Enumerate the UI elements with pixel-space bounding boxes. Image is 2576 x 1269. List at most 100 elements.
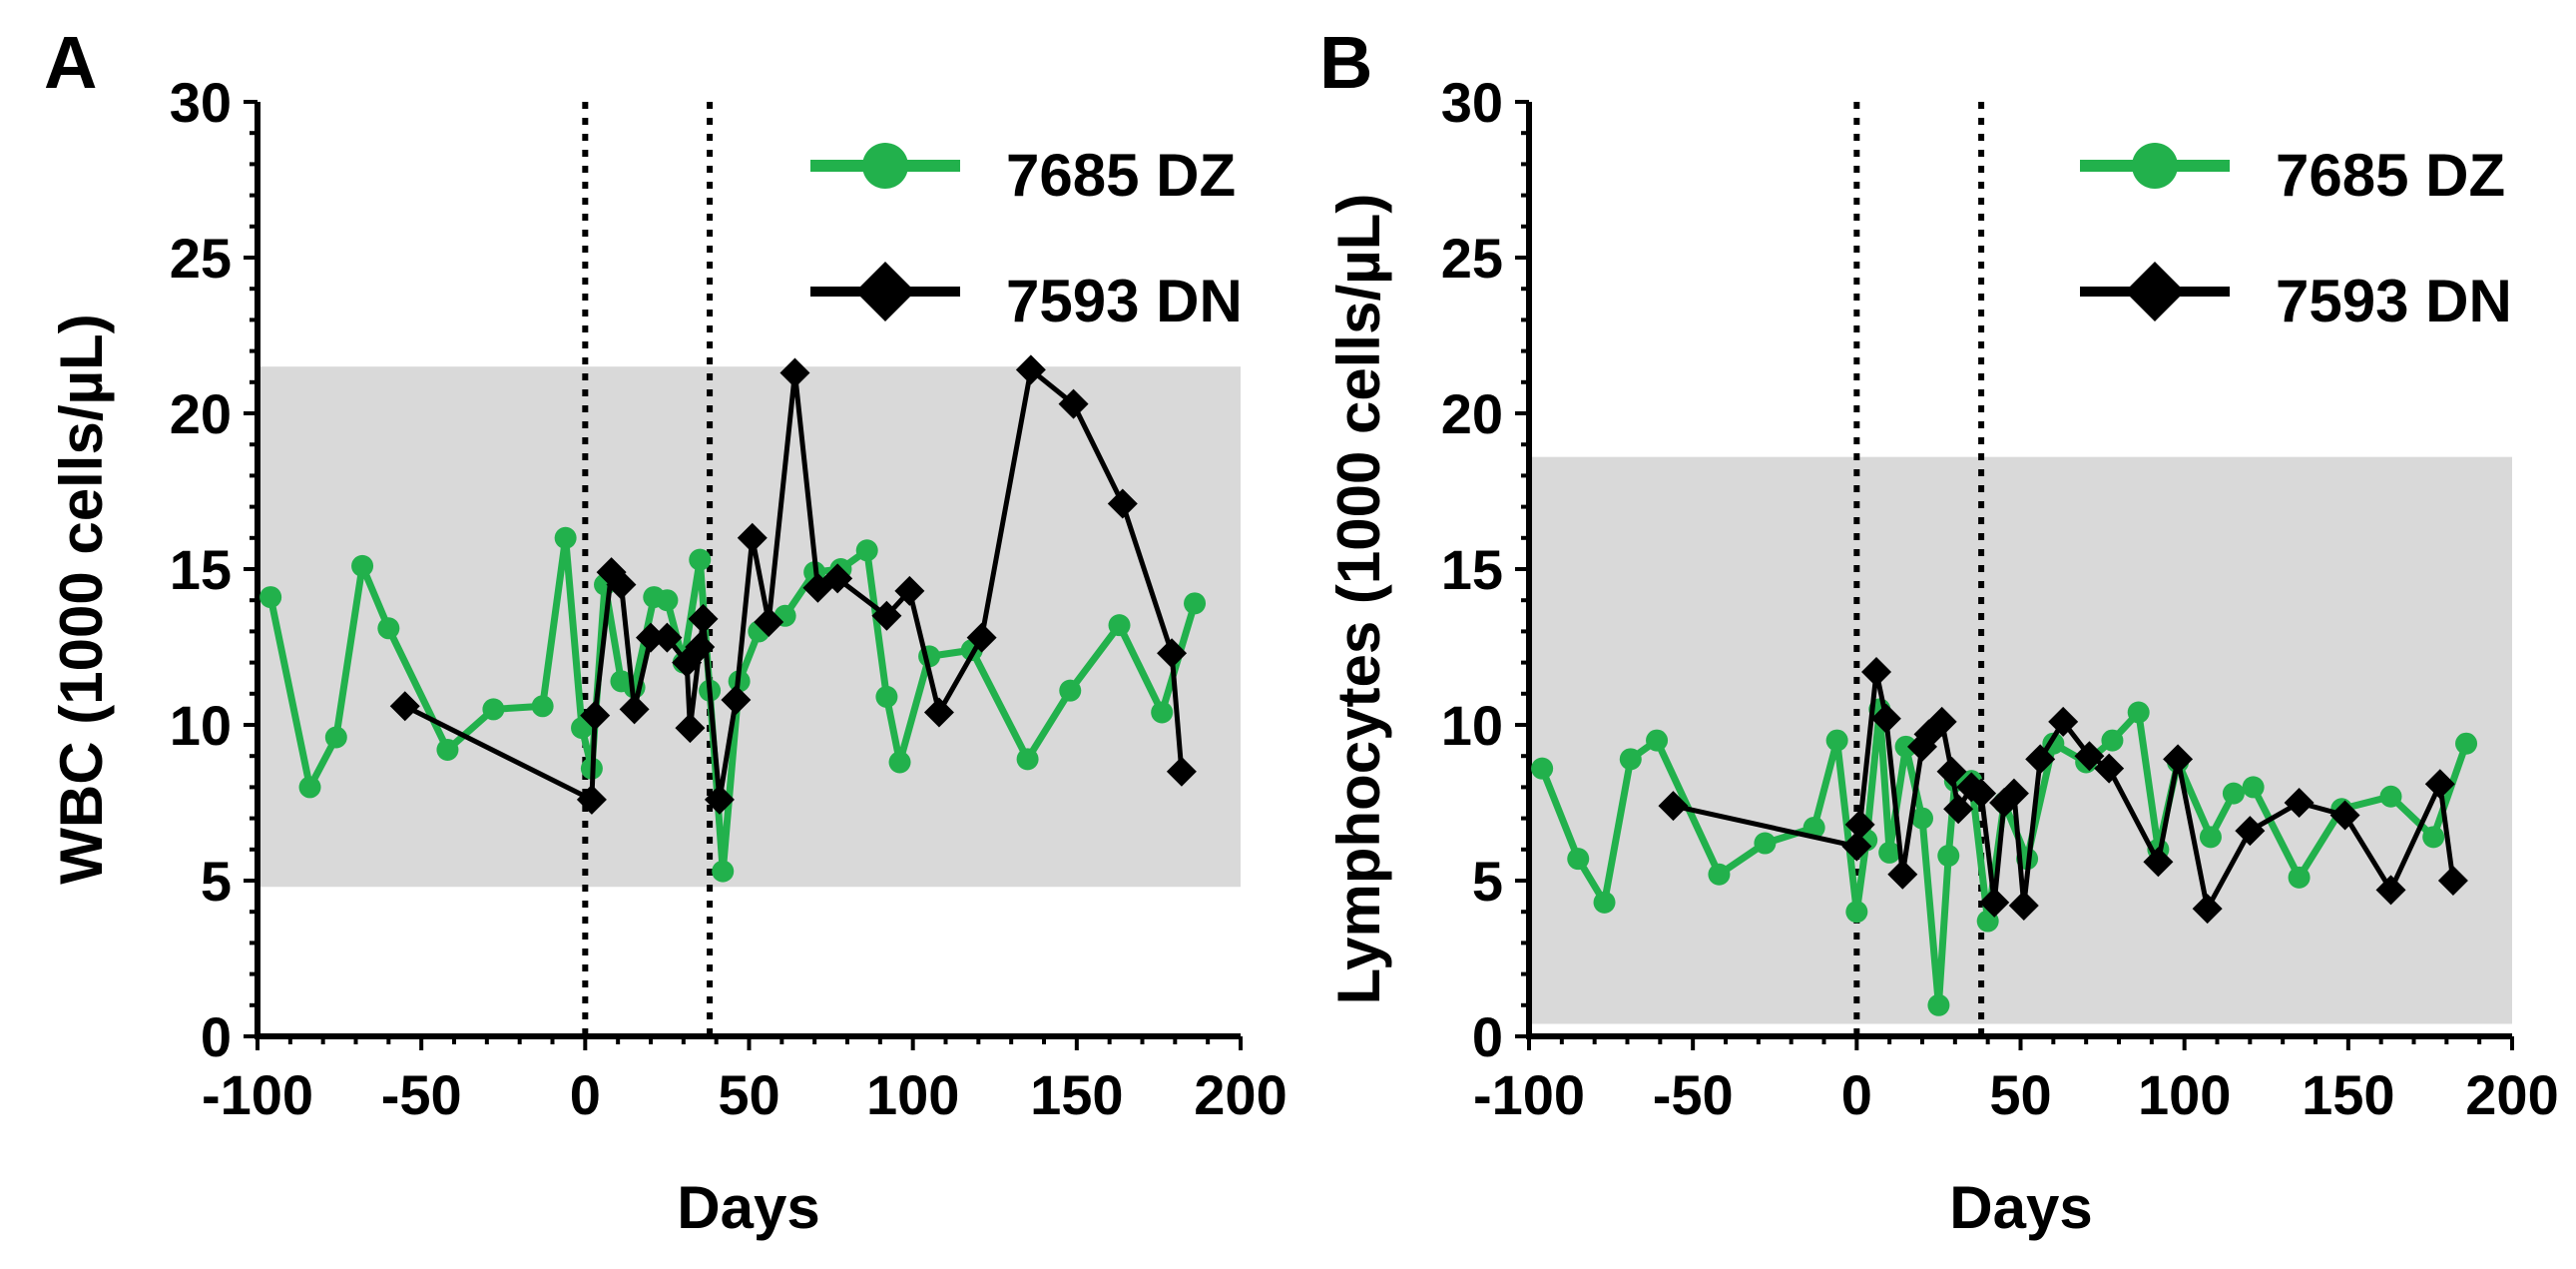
panel-a-y-tick-label: 5 (201, 850, 232, 913)
panel-b-point-dz (1927, 993, 1950, 1016)
panel-b-y-tick-label: 0 (1472, 1005, 1503, 1068)
panel-a-point-dn (1015, 354, 1046, 385)
panel-a-x-tick-label: 200 (1194, 1063, 1287, 1126)
panel-a-point-dn (894, 575, 925, 606)
panel-a-y-tick-label: 0 (201, 1005, 232, 1068)
panel-b-legend-marker-dz (2132, 143, 2178, 189)
panel-a-point-dz (712, 860, 735, 883)
panel-b-point-dz (2422, 826, 2445, 849)
panel-a-point-dn (636, 622, 666, 653)
panel-a-y-tick-label: 15 (170, 538, 232, 601)
panel-a-point-dz (656, 589, 679, 612)
panel-b-point-dz (1708, 863, 1731, 886)
panel-b-point-dn (1936, 756, 1967, 787)
panel-a-series-line-dn (403, 366, 1185, 803)
panel-b-point-dn (1844, 809, 1875, 840)
panel-b-y-tick-label: 15 (1441, 538, 1503, 601)
panel-b-x-tick-label: 50 (1989, 1063, 2051, 1126)
panel-b-point-dz (1911, 807, 1933, 830)
panel-b-point-dz (2288, 866, 2311, 889)
panel-b-point-dn (1926, 706, 1957, 737)
panel-b-point-dn (2329, 800, 2360, 831)
panel-a-point-dn (580, 700, 611, 731)
panel-b-point-dz (2127, 701, 2150, 724)
panel-a-point-dn (923, 697, 954, 728)
panel-a-point-dn (754, 607, 784, 638)
panel-a-point-dz (436, 738, 459, 761)
panel-a-series-dn (389, 354, 1197, 815)
panel-b-point-dz (2101, 729, 2124, 752)
panel-b-point-dz (2199, 826, 2222, 849)
panel-a-point-dn (619, 694, 650, 725)
panel-b-point-dn (2094, 753, 2125, 784)
panel-b-point-dn (2143, 847, 2174, 878)
panel-a-point-dn (1107, 488, 1138, 519)
panel-a-point-dn (606, 569, 637, 600)
panel-a-x-tick-label: -100 (202, 1063, 313, 1126)
panel-b-point-dn (2284, 788, 2315, 818)
panel-a-point-dn (652, 622, 683, 653)
panel-a-x-axis-label: Days (677, 1174, 819, 1241)
panel-b-point-dn (1841, 831, 1872, 862)
panel-b-point-dn (1998, 778, 2029, 809)
panel-b-point-dn (2235, 816, 2266, 847)
panel-b-plot: 0 5 10 15 20 25 30 -100 -50 0 50 100 150 200 (1441, 71, 2559, 1126)
panel-a-x-tick-label: 0 (570, 1063, 601, 1126)
panel-b-y-tick-label: 10 (1441, 694, 1503, 757)
panel-a-point-dn (704, 784, 735, 815)
panel-b-x-tick-label: 0 (1841, 1063, 1872, 1126)
panel-b-point-dz (1567, 848, 1590, 871)
panel-a-label: A (44, 21, 97, 104)
panel-a-point-dz (298, 776, 321, 799)
panel-a-y-tick-label: 25 (170, 227, 232, 290)
panel-a-point-dn (721, 685, 752, 716)
panel-a-point-dz (888, 751, 911, 774)
panel-b-point-dz (2455, 732, 2478, 755)
panel-b-point-dz (1619, 748, 1642, 771)
panel-a-point-dz (554, 526, 577, 549)
panel-b-y-tick-label: 5 (1472, 850, 1503, 913)
panel-a-point-dz (855, 539, 878, 562)
panel-b-label: B (1319, 21, 1372, 104)
panel-b-point-dz (1646, 729, 1669, 752)
panel-a-legend-label-dn: 7593 DN (1006, 268, 1243, 334)
panel-a-point-dn (688, 603, 719, 634)
panel-a-legend-marker-dn (855, 262, 915, 321)
panel-b-point-dn (2008, 890, 2039, 921)
panel-b: 0 5 10 15 20 25 30 -100 -50 0 50 100 150 200 B Lympho… (1319, 21, 2559, 1241)
panel-a-point-dz (324, 726, 347, 749)
panel-a-point-dn (576, 784, 607, 815)
panel-b-point-dz (2222, 782, 2245, 805)
panel-b-x-axis-label: Days (1949, 1174, 2092, 1241)
panel-a-point-dz (531, 695, 554, 718)
panel-b-x-tick-label: -50 (1653, 1063, 1734, 1126)
panel-b-y-tick-label: 30 (1441, 71, 1503, 134)
panel-a: 0 5 10 15 20 25 30 -100 -50 0 50 100 150 200 A WBC (1… (44, 21, 1288, 1241)
panel-a-point-dz (259, 586, 282, 609)
panel-b-point-dz (2242, 776, 2265, 799)
panel-a-point-dn (1058, 388, 1089, 419)
panel-a-plot: 0 5 10 15 20 25 30 -100 -50 0 50 100 150 200 (170, 71, 1288, 1126)
panel-a-point-dz (1016, 748, 1039, 771)
panel-a-point-dz (1184, 592, 1207, 615)
panel-b-point-dn (1870, 703, 1901, 734)
panel-a-legend-marker-dz (862, 143, 908, 189)
panel-b-series-dn (1658, 656, 2468, 925)
panel-b-point-dz (1937, 845, 1960, 868)
panel-b-point-dn (1979, 887, 2010, 918)
panel-b-point-dn (2192, 894, 2223, 925)
panel-b-legend-label-dz: 7685 DZ (2276, 142, 2505, 209)
panel-b-point-dz (1754, 832, 1777, 855)
panel-a-point-dn (779, 357, 810, 388)
panel-b-normal-range-band (1529, 456, 2512, 1024)
panel-a-y-tick-label: 30 (170, 71, 232, 134)
panel-b-point-dz (1894, 735, 1917, 758)
panel-b-legend-marker-dn (2125, 262, 2185, 321)
panel-a-point-dn (1166, 756, 1197, 787)
panel-b-point-dz (1803, 816, 1825, 839)
panel-b-point-dn (2437, 866, 2468, 896)
panel-b-y-axis-label: Lymphocytes (1000 cells/µL) (1325, 194, 1392, 1005)
panel-b-point-dn (1943, 794, 1974, 825)
panel-b-point-dz (1878, 841, 1901, 864)
